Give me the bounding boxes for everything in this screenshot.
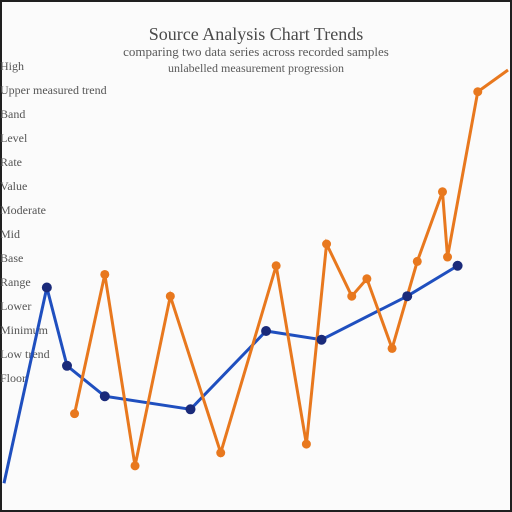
data-point — [322, 239, 332, 249]
chart-subtitle-2: unlabelled measurement progression — [168, 61, 344, 75]
series-points — [41, 87, 483, 471]
y-axis-label: Value — [0, 179, 27, 193]
y-axis-label: Low trend — [0, 347, 50, 361]
data-point — [437, 187, 447, 197]
data-point — [165, 291, 175, 301]
data-point — [41, 282, 52, 293]
data-point — [271, 261, 281, 271]
data-point — [70, 409, 80, 419]
y-axis-label: Band — [0, 107, 25, 121]
y-axis-label: Floor — [0, 371, 26, 385]
data-point — [185, 404, 196, 415]
data-point — [412, 256, 422, 266]
data-point — [452, 260, 463, 271]
chart-subtitle: comparing two data series across recorde… — [123, 44, 389, 59]
y-axis-label: Lower — [0, 299, 31, 313]
data-point — [316, 334, 327, 345]
data-point — [99, 391, 110, 402]
y-axis-labels: High Upper measured trend Band Level Rate Val… — [0, 59, 107, 385]
series-lines — [2, 68, 509, 484]
y-axis-label: Upper measured trend — [0, 83, 107, 97]
data-point — [216, 448, 226, 458]
data-point — [100, 269, 110, 279]
y-axis-label: Moderate — [0, 203, 46, 217]
series-line-1 — [2, 264, 459, 484]
chart-title: Source Analysis Chart Trends — [149, 24, 364, 44]
y-axis-label: Range — [0, 275, 31, 289]
data-point — [62, 360, 72, 371]
data-point — [443, 252, 453, 262]
y-axis-label: High — [0, 59, 24, 73]
data-point — [130, 461, 140, 471]
data-point — [301, 439, 311, 449]
y-axis-label: Mid — [0, 227, 20, 241]
data-point — [362, 274, 372, 284]
y-axis-label: Level — [0, 131, 28, 145]
data-point — [473, 87, 483, 97]
data-point — [402, 291, 413, 302]
data-point — [387, 343, 397, 353]
data-point — [261, 326, 272, 336]
y-axis-label: Rate — [0, 155, 22, 169]
y-axis-label: Minimum — [0, 323, 49, 337]
data-point — [347, 291, 357, 301]
series-line-2 — [73, 68, 509, 467]
y-axis-label: Base — [0, 251, 23, 265]
